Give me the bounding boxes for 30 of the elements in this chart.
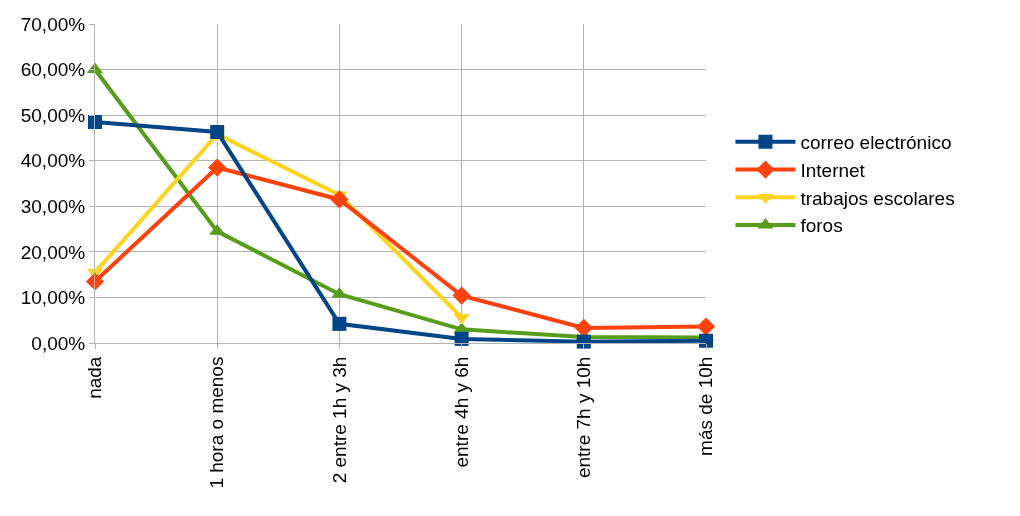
x-tick-label: entre 7h y 10h: [572, 356, 594, 479]
x-tick-label: nada: [84, 356, 106, 399]
point: [454, 331, 469, 346]
y-tick-label: 0,00%: [31, 332, 86, 354]
y-tick-label: 20,00%: [20, 241, 86, 263]
y-tick-label: 30,00%: [20, 195, 86, 217]
y-tick-label: 40,00%: [20, 150, 86, 172]
x-tick-label: 2 entre 1h y 3h: [328, 356, 350, 484]
legend-label: foros: [800, 215, 843, 237]
point: [210, 125, 225, 139]
x-tick-label: más de 10h: [695, 356, 717, 456]
point: [699, 333, 713, 348]
point: [208, 158, 227, 177]
point: [574, 318, 593, 338]
x-tick-label: entre 4h y 6h: [450, 356, 472, 468]
y-tick-label: 10,00%: [20, 287, 86, 309]
legend-label: correo electrónico: [800, 132, 952, 154]
y-tick-label: 50,00%: [20, 104, 86, 126]
point: [452, 286, 471, 305]
point: [332, 316, 347, 331]
point: [696, 317, 716, 336]
point: [576, 334, 591, 349]
legend-label: trabajos escolares: [800, 187, 955, 209]
y-tick-label: 70,00%: [20, 13, 86, 35]
y-tick-label: 60,00%: [20, 59, 86, 81]
point: [453, 313, 470, 325]
point: [330, 190, 349, 209]
x-tick-label: 1 hora o menos: [206, 356, 228, 489]
point: [88, 114, 102, 129]
legend-label: Internet: [800, 159, 866, 181]
